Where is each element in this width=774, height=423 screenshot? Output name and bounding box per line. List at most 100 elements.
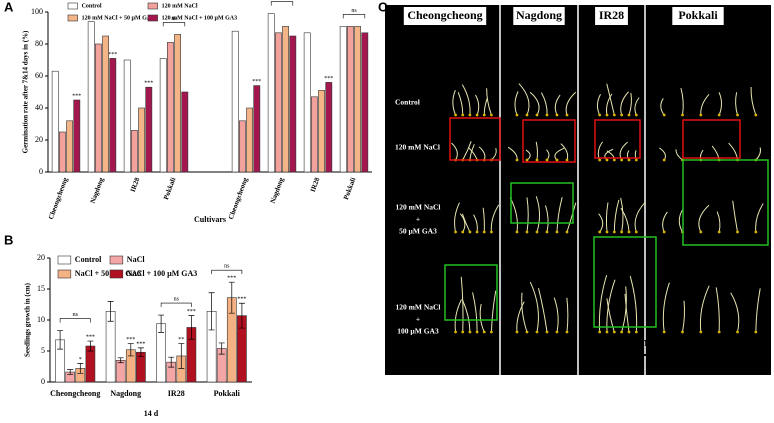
seed [490, 113, 493, 117]
seed [627, 158, 631, 162]
seedling [475, 94, 480, 116]
legend-label: 120 mM NaCl + 50 µM GA3 [82, 15, 155, 21]
error-bar [77, 363, 84, 374]
bar [145, 86, 153, 173]
row-label: 120 mM NaCl [396, 303, 441, 312]
seed [736, 330, 739, 334]
seed [605, 330, 609, 334]
seedling [750, 86, 757, 116]
seed [515, 158, 519, 162]
seedling [565, 91, 577, 116]
seed [475, 330, 479, 334]
seedling [606, 93, 613, 116]
seed [612, 158, 616, 162]
significance-label: *** [108, 52, 117, 58]
seedling [490, 290, 497, 333]
seedling [634, 201, 646, 233]
seedling [482, 207, 485, 233]
legend-swatch [109, 269, 124, 279]
seed [620, 113, 624, 117]
seed [717, 113, 721, 117]
bar [282, 26, 289, 173]
seed [620, 230, 624, 234]
bar [318, 90, 325, 173]
seedling [624, 293, 630, 333]
seed [662, 330, 666, 334]
seedling [518, 83, 530, 116]
header-box [513, 7, 565, 25]
error-bar [168, 356, 175, 368]
seedling [606, 83, 615, 116]
error-bar [107, 301, 114, 322]
seed [545, 230, 549, 234]
seed [545, 113, 549, 117]
seed [461, 230, 465, 234]
seed [525, 330, 529, 334]
significance-label: *** [187, 309, 196, 315]
row-label: + [416, 215, 420, 224]
legend-label: Control [82, 3, 102, 9]
seed [525, 230, 529, 234]
significance-label: *** [144, 81, 153, 87]
seed [468, 230, 472, 234]
seed [598, 158, 602, 162]
x-tick-label: Nagdong [269, 176, 286, 204]
bar [174, 34, 181, 173]
seedling [605, 202, 609, 233]
seedling [628, 92, 632, 116]
panel-label: C [378, 0, 388, 14]
significance-bracket [162, 22, 186, 27]
seedling [662, 211, 668, 233]
seedling [529, 91, 540, 116]
seed [605, 230, 609, 234]
x-tick-label: Cheongcheong [47, 176, 70, 221]
seedling [521, 292, 528, 333]
seedling [553, 297, 559, 333]
seedling [755, 147, 762, 161]
y-axis-label: Seedlings growth in (cm) [24, 282, 32, 357]
seedling [526, 197, 529, 233]
seedling [535, 196, 541, 233]
seed [461, 113, 465, 117]
seedling [678, 208, 684, 233]
seed [555, 230, 559, 234]
seed [681, 113, 684, 117]
seedling [472, 292, 478, 333]
bar [303, 32, 311, 173]
x-tick-label: Cheongcheong [227, 176, 250, 221]
y-tick-label: 5 [41, 346, 45, 355]
seed [535, 113, 539, 117]
seed [565, 230, 569, 234]
seedling [716, 211, 721, 233]
seed [461, 330, 465, 334]
y-tick-label: 15 [37, 284, 45, 293]
seedling [620, 197, 624, 233]
seedling [606, 298, 615, 333]
y-tick-label: 20 [37, 253, 45, 262]
seedling [451, 142, 458, 161]
seed [736, 230, 739, 234]
y-tick-label: 0 [41, 377, 45, 386]
y-tick-label: 20 [35, 135, 43, 144]
legend-swatch [147, 14, 158, 22]
significance-label: *** [136, 341, 145, 347]
legend-label: 120 mM NaCl + 100 µM GA3 [162, 15, 238, 21]
seedling [675, 149, 683, 161]
seed [545, 158, 549, 162]
seed [605, 158, 609, 162]
seedling [490, 204, 500, 233]
header-box [672, 7, 724, 25]
seedling [730, 292, 740, 333]
error-bar [137, 347, 144, 357]
significance-label: *** [227, 276, 236, 282]
bar [95, 43, 102, 173]
seed [535, 230, 539, 234]
seed [662, 113, 666, 117]
seed [612, 113, 616, 117]
seedling [540, 92, 548, 116]
seedling [566, 297, 569, 333]
seedling [486, 88, 492, 116]
row-label: + [416, 315, 420, 324]
seed [555, 330, 559, 334]
seedling [620, 207, 630, 233]
